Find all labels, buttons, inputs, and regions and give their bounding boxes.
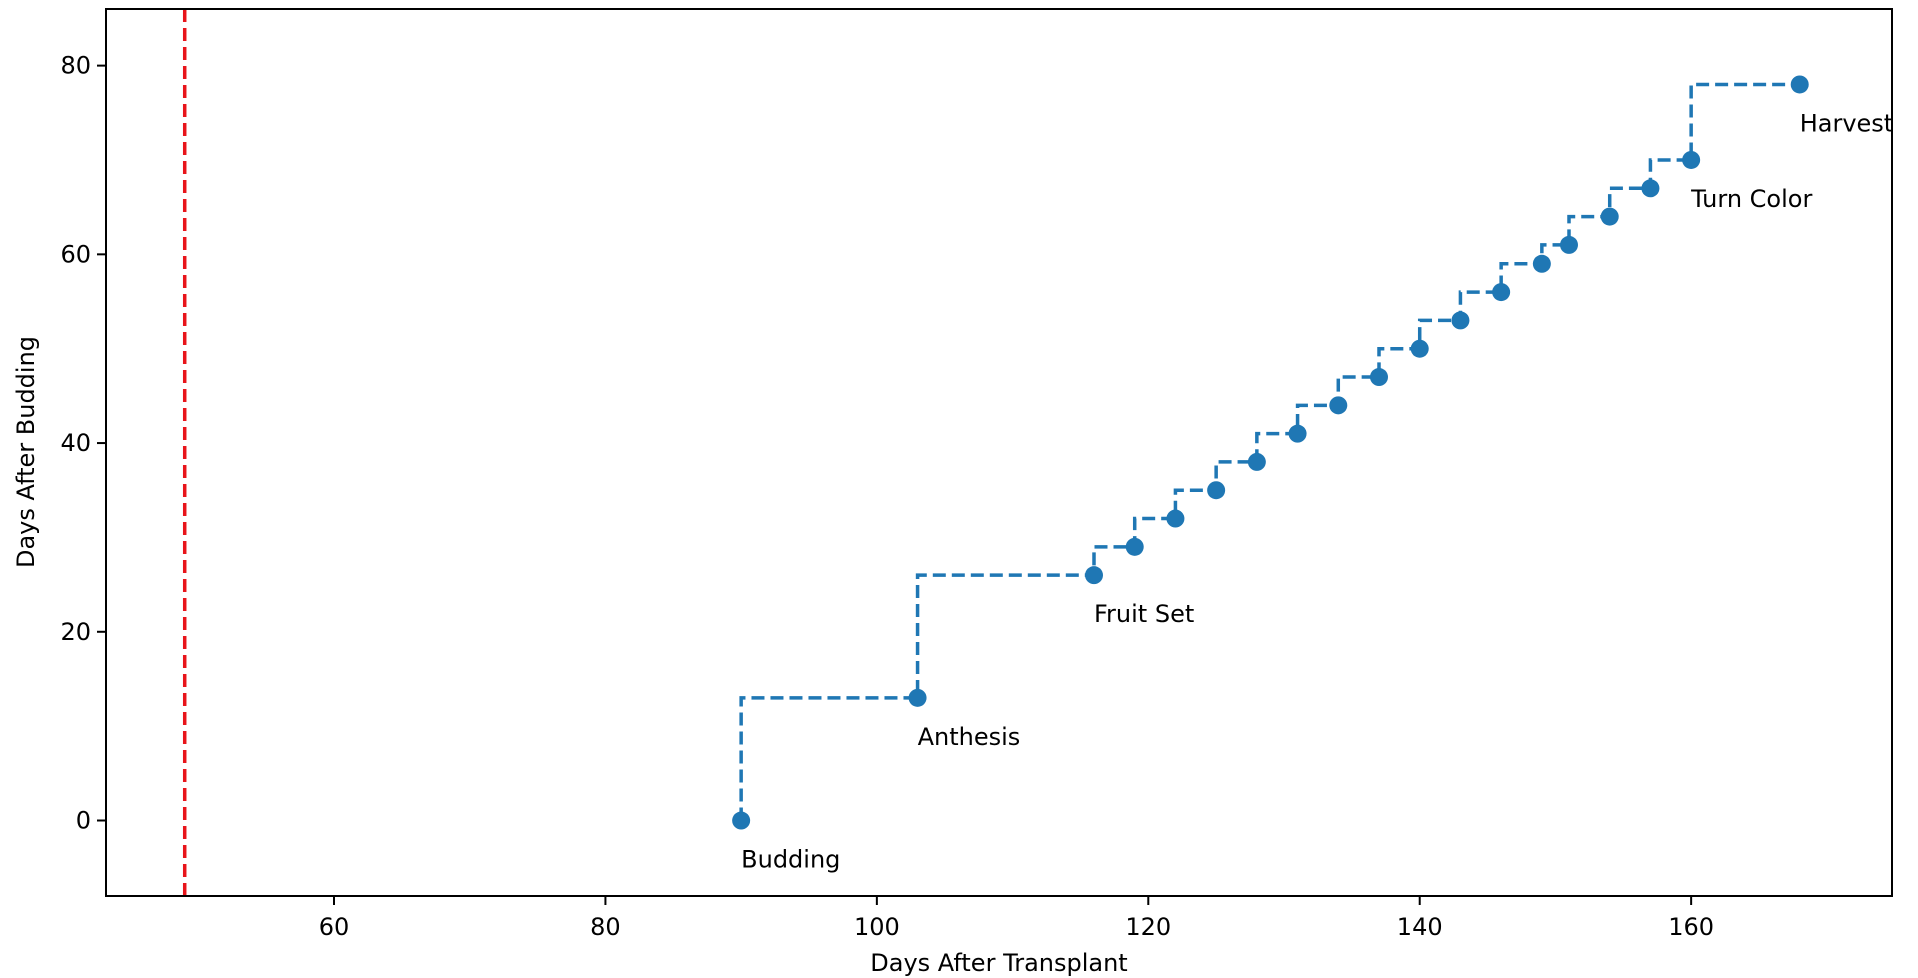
x-tick-label: 140 — [1397, 913, 1443, 941]
x-tick-label: 160 — [1668, 913, 1714, 941]
data-point — [1600, 207, 1619, 226]
data-point — [1532, 254, 1551, 273]
step-series-line — [739, 82, 1800, 821]
data-point — [1492, 283, 1511, 302]
x-tick-label: 120 — [1125, 913, 1171, 941]
data-point — [1085, 566, 1103, 585]
data-point — [1288, 424, 1307, 443]
data-point — [908, 688, 927, 707]
stage-annotation: Fruit Set — [1094, 600, 1194, 628]
plot-area: Budding Anthesis Fruit Set Turn Color Harves… — [182, 9, 1894, 896]
x-tick-label: 80 — [590, 913, 621, 941]
y-tick-label: 20 — [60, 618, 91, 646]
data-point — [1166, 509, 1185, 528]
x-axis: 60 80 100 120 140 160 — [319, 896, 1714, 941]
data-point — [1247, 452, 1266, 471]
x-tick-label: 100 — [854, 913, 900, 941]
data-point — [1790, 75, 1809, 94]
y-tick-label: 40 — [60, 429, 91, 457]
stage-annotation: Anthesis — [918, 723, 1021, 751]
plot-frame — [105, 8, 1893, 897]
stage-annotation: Harvest — [1800, 109, 1894, 137]
data-point — [1451, 311, 1470, 330]
data-point — [1370, 368, 1388, 387]
data-point — [1641, 179, 1660, 198]
data-point — [732, 811, 751, 830]
data-point — [1410, 339, 1429, 358]
y-axis: 0 20 40 60 80 — [60, 52, 106, 835]
data-point — [1207, 481, 1226, 500]
stage-annotation: Budding — [741, 846, 840, 874]
y-axis-label: Days After Budding — [12, 336, 40, 568]
y-tick-label: 60 — [60, 240, 91, 268]
x-axis-label: Days After Transplant — [870, 949, 1127, 977]
y-tick-label: 80 — [60, 52, 91, 80]
data-point — [1560, 235, 1578, 254]
data-point — [1329, 396, 1348, 415]
data-point — [1682, 150, 1701, 169]
y-tick-label: 0 — [76, 807, 91, 835]
x-tick-label: 60 — [319, 913, 350, 941]
stage-annotation: Turn Color — [1690, 185, 1812, 213]
data-point — [1125, 537, 1144, 556]
